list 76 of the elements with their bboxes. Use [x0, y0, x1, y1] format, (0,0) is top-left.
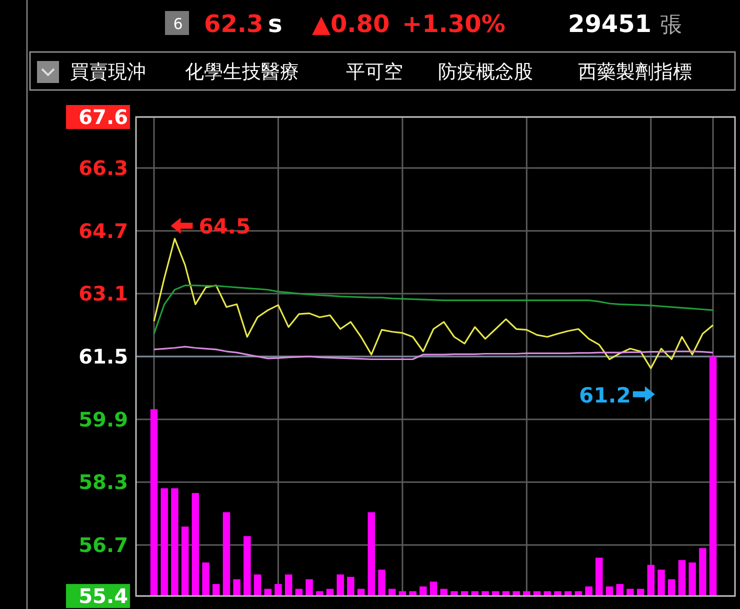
bar — [606, 586, 614, 596]
bar — [192, 493, 200, 596]
bar — [668, 579, 676, 596]
bar — [347, 576, 354, 596]
bar — [284, 574, 292, 596]
bar — [264, 588, 272, 596]
bar — [450, 591, 458, 596]
line-series — [153, 284, 714, 335]
bar — [409, 591, 416, 596]
line-series — [153, 238, 714, 370]
bar — [502, 591, 510, 596]
bar — [316, 591, 324, 596]
bar — [554, 591, 562, 596]
bar — [420, 586, 427, 596]
bar — [274, 584, 282, 596]
bar — [202, 562, 210, 596]
text: +1.30% — [402, 10, 506, 38]
bar — [574, 591, 582, 596]
bar — [368, 512, 376, 596]
bar — [564, 591, 572, 596]
annotation: 61.2 — [579, 383, 631, 408]
y-tick-label: 58.3 — [78, 470, 128, 494]
y-tick-label: 61.5 — [78, 344, 128, 368]
bar — [233, 579, 240, 596]
bar — [471, 591, 479, 596]
bar — [523, 591, 530, 596]
line-series — [153, 346, 714, 360]
bar — [647, 564, 655, 596]
bar — [544, 591, 551, 596]
bar — [160, 488, 168, 596]
bar — [688, 562, 696, 596]
text: 62.3 — [204, 10, 264, 38]
bar — [699, 548, 706, 596]
text: 張 — [660, 13, 682, 38]
bar — [492, 591, 500, 596]
y-tick-label: 59.9 — [78, 407, 128, 432]
bar — [430, 582, 438, 596]
text: s — [268, 10, 282, 38]
bar — [378, 570, 386, 596]
bar — [254, 574, 262, 596]
text: 平可空 — [346, 61, 403, 83]
bar — [306, 579, 313, 596]
bar — [212, 584, 220, 596]
bar — [709, 356, 717, 596]
text: 29451 — [568, 10, 652, 38]
text: 西藥製劑指標 — [578, 61, 692, 83]
bar — [244, 536, 251, 596]
text: 化學生技醫療 — [185, 61, 299, 83]
bar — [398, 591, 406, 596]
bar — [150, 409, 158, 596]
text: 6 — [173, 15, 183, 33]
bar — [658, 570, 665, 596]
text: ▲0.80 — [312, 10, 390, 38]
bar — [533, 591, 541, 596]
bar — [460, 591, 468, 596]
y-tick-label: 63.1 — [78, 282, 128, 306]
bar — [585, 586, 592, 596]
bar — [596, 558, 603, 596]
bar — [181, 526, 189, 596]
y-tick-label: 66.3 — [78, 156, 128, 180]
bar — [222, 512, 230, 596]
y-tick-label: 64.7 — [78, 218, 128, 243]
y-tick-label: 55.4 — [78, 584, 128, 608]
bar — [616, 584, 624, 596]
bar — [626, 588, 634, 596]
text: 防疫概念股 — [438, 61, 533, 83]
y-tick-label: 56.7 — [78, 532, 128, 557]
annotation: 64.5 — [198, 214, 251, 239]
bar — [678, 560, 686, 596]
bar — [440, 588, 448, 596]
bar — [171, 488, 178, 596]
y-tick-label: 67.6 — [78, 105, 128, 129]
bar — [482, 591, 489, 596]
text: 買賣現沖 — [70, 61, 146, 83]
bar — [512, 591, 520, 596]
bar — [336, 574, 344, 596]
